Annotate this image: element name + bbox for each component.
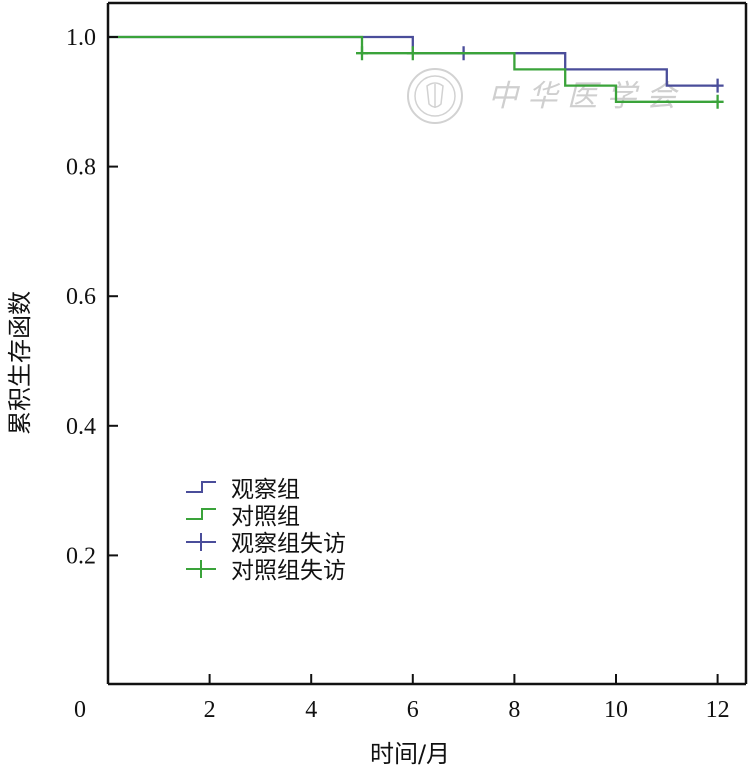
x-tick-label: 8: [508, 697, 520, 723]
legend-item: 对照组: [186, 504, 300, 530]
censor-mark: [711, 78, 724, 93]
legend-swatch-step: [186, 481, 216, 493]
y-tick-label: 0.2: [66, 543, 96, 569]
x-axis-title: 时间/月: [370, 740, 450, 768]
legend-item: 观察组: [186, 477, 300, 503]
legend-label: 对照组: [231, 504, 300, 530]
x-tick-label: 10: [604, 697, 628, 723]
series-line-1: [108, 35, 718, 87]
x-tick-label: 2: [204, 697, 216, 723]
y-tick-label: 0.8: [66, 155, 96, 181]
x-tick-label: 4: [305, 697, 317, 723]
legend-swatch-step: [186, 508, 216, 520]
censor-mark: [356, 46, 368, 61]
censor-mark: [406, 46, 419, 61]
legend-item: 对照组失访: [186, 558, 346, 584]
y-tick-label: 0.4: [66, 414, 96, 440]
legend-label: 对照组失访: [231, 558, 346, 584]
legend-label: 观察组失访: [231, 531, 346, 557]
watermark: 中 华 医 学 会: [407, 68, 679, 124]
origin-label: 0: [74, 697, 86, 723]
x-tick-label: 6: [407, 697, 419, 723]
watermark-seal-logo: [407, 68, 463, 124]
x-tick-label: 12: [706, 697, 730, 723]
legend-swatch-censor: [186, 560, 216, 578]
legend-item: 观察组失访: [186, 531, 346, 557]
legend-swatch-censor: [186, 533, 216, 551]
censor-mark: [711, 94, 724, 109]
y-tick-label: 0.6: [66, 284, 96, 310]
y-tick-label: 1.0: [66, 25, 96, 51]
series-line-2: [108, 35, 718, 103]
watermark-text: 中 华 医 学 会: [488, 79, 679, 114]
y-axis-title: 累积生存函数: [6, 291, 34, 435]
legend-label: 观察组: [231, 477, 300, 503]
